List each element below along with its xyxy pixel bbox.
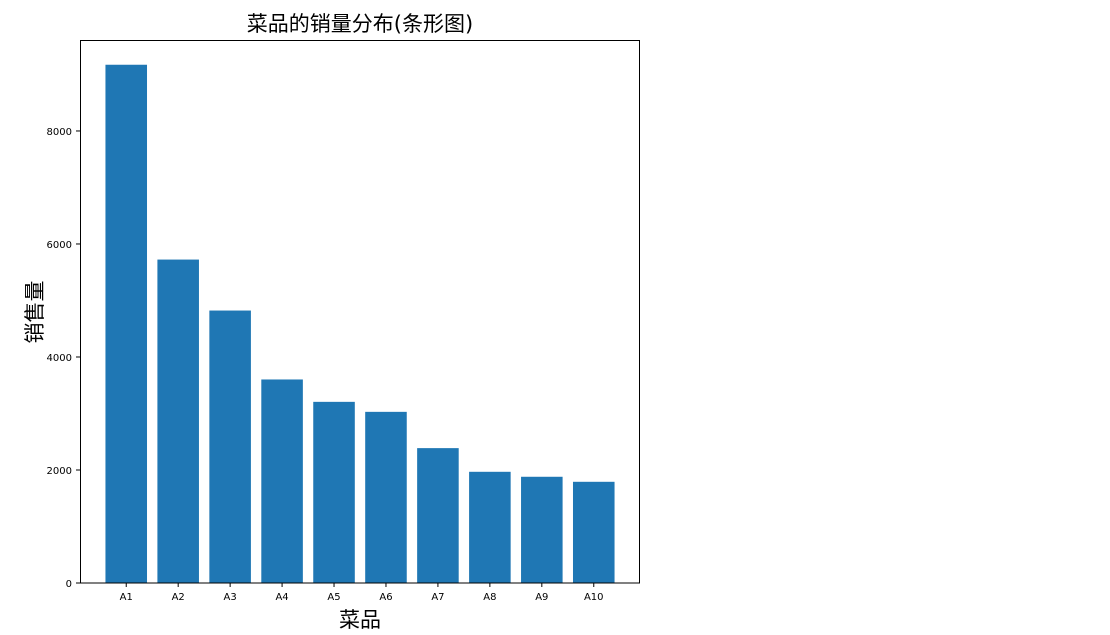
x-tick-label: A9 xyxy=(535,592,548,603)
bar-A7 xyxy=(417,448,459,583)
y-axis: 0 2000 4000 6000 8000 xyxy=(47,127,80,590)
x-tick-label: A1 xyxy=(120,592,133,603)
x-tick-label: A8 xyxy=(483,592,496,603)
bar-A1 xyxy=(105,64,148,583)
x-tick-label: A5 xyxy=(327,592,340,603)
y-tick-label: 8000 xyxy=(47,127,72,138)
x-tick-label: A3 xyxy=(224,592,237,603)
x-axis: A1 A2 A3 A4 A5 A6 A7 A8 A9 A10 xyxy=(120,583,604,603)
y-tick-label: 0 xyxy=(66,579,72,590)
bar-A6 xyxy=(365,411,407,583)
bar-A5 xyxy=(313,401,355,583)
plot-frame xyxy=(80,40,640,584)
bar-A3 xyxy=(209,310,251,583)
y-tick-label: 4000 xyxy=(47,353,72,364)
x-tick-label: A7 xyxy=(431,592,444,603)
x-tick-label: A6 xyxy=(379,592,392,603)
y-tick-label: 2000 xyxy=(47,466,72,477)
x-tick-label: A4 xyxy=(275,592,288,603)
x-tick-label: A2 xyxy=(172,592,185,603)
bar-A9 xyxy=(521,476,563,583)
chart-title: 菜品的销量分布(条形图) xyxy=(247,12,473,36)
x-tick-label: A10 xyxy=(584,592,604,603)
bar-A8 xyxy=(469,471,511,583)
bar-A10 xyxy=(572,481,615,583)
x-axis-label: 菜品 xyxy=(339,608,381,632)
y-axis-label: 销售量 xyxy=(23,281,47,344)
bar-A4 xyxy=(261,379,303,583)
y-tick-label: 6000 xyxy=(47,240,72,251)
bar-A2 xyxy=(157,259,199,583)
bars xyxy=(105,64,615,583)
